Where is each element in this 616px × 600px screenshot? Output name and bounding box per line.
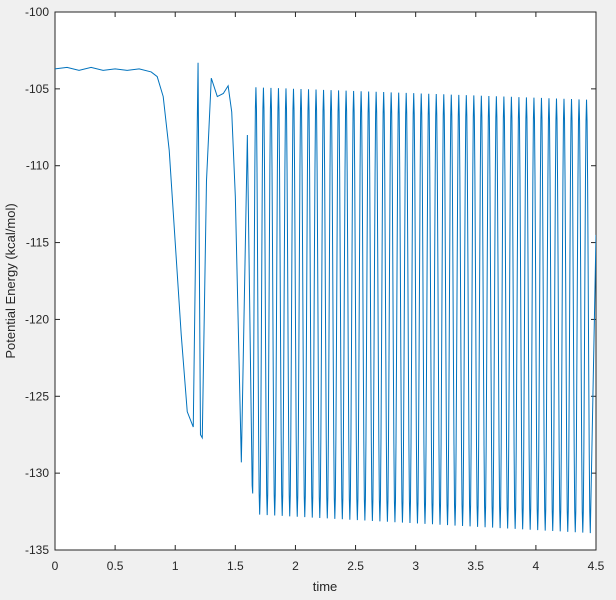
- x-tick-label: 4: [533, 559, 540, 573]
- x-tick-label: 4.5: [588, 559, 605, 573]
- y-tick-label: -130: [25, 466, 49, 480]
- x-axis-tick-labels: 0 0.5 1 1.5 2 2.5 3 3.5 4 4.5: [52, 559, 605, 573]
- y-tick-label: -115: [26, 236, 49, 250]
- y-tick-label: -105: [25, 82, 49, 96]
- x-tick-label: 1: [172, 559, 179, 573]
- x-tick-label: 3: [412, 559, 419, 573]
- x-tick-label: 0: [52, 559, 59, 573]
- y-tick-label: -120: [25, 312, 49, 326]
- x-tick-label: 2: [292, 559, 299, 573]
- series-layer: [55, 62, 596, 534]
- y-axis-label: Potential Energy (kcal/mol): [3, 203, 18, 358]
- y-tick-label: -110: [26, 159, 49, 173]
- y-tick-label: -125: [25, 389, 49, 403]
- y-tick-label: -100: [25, 5, 49, 19]
- y-axis-tick-labels: -100 -105 -110 -115 -120 -125 -130 -135: [25, 5, 49, 557]
- x-tick-label: 3.5: [467, 559, 484, 573]
- x-axis-label: time: [313, 579, 338, 594]
- x-tick-label: 1.5: [227, 559, 244, 573]
- energy-series-line: [55, 62, 596, 534]
- x-tick-label: 2.5: [347, 559, 364, 573]
- x-tick-label: 0.5: [107, 559, 124, 573]
- x-axis-ticks: [54, 12, 597, 550]
- y-tick-label: -135: [25, 543, 49, 557]
